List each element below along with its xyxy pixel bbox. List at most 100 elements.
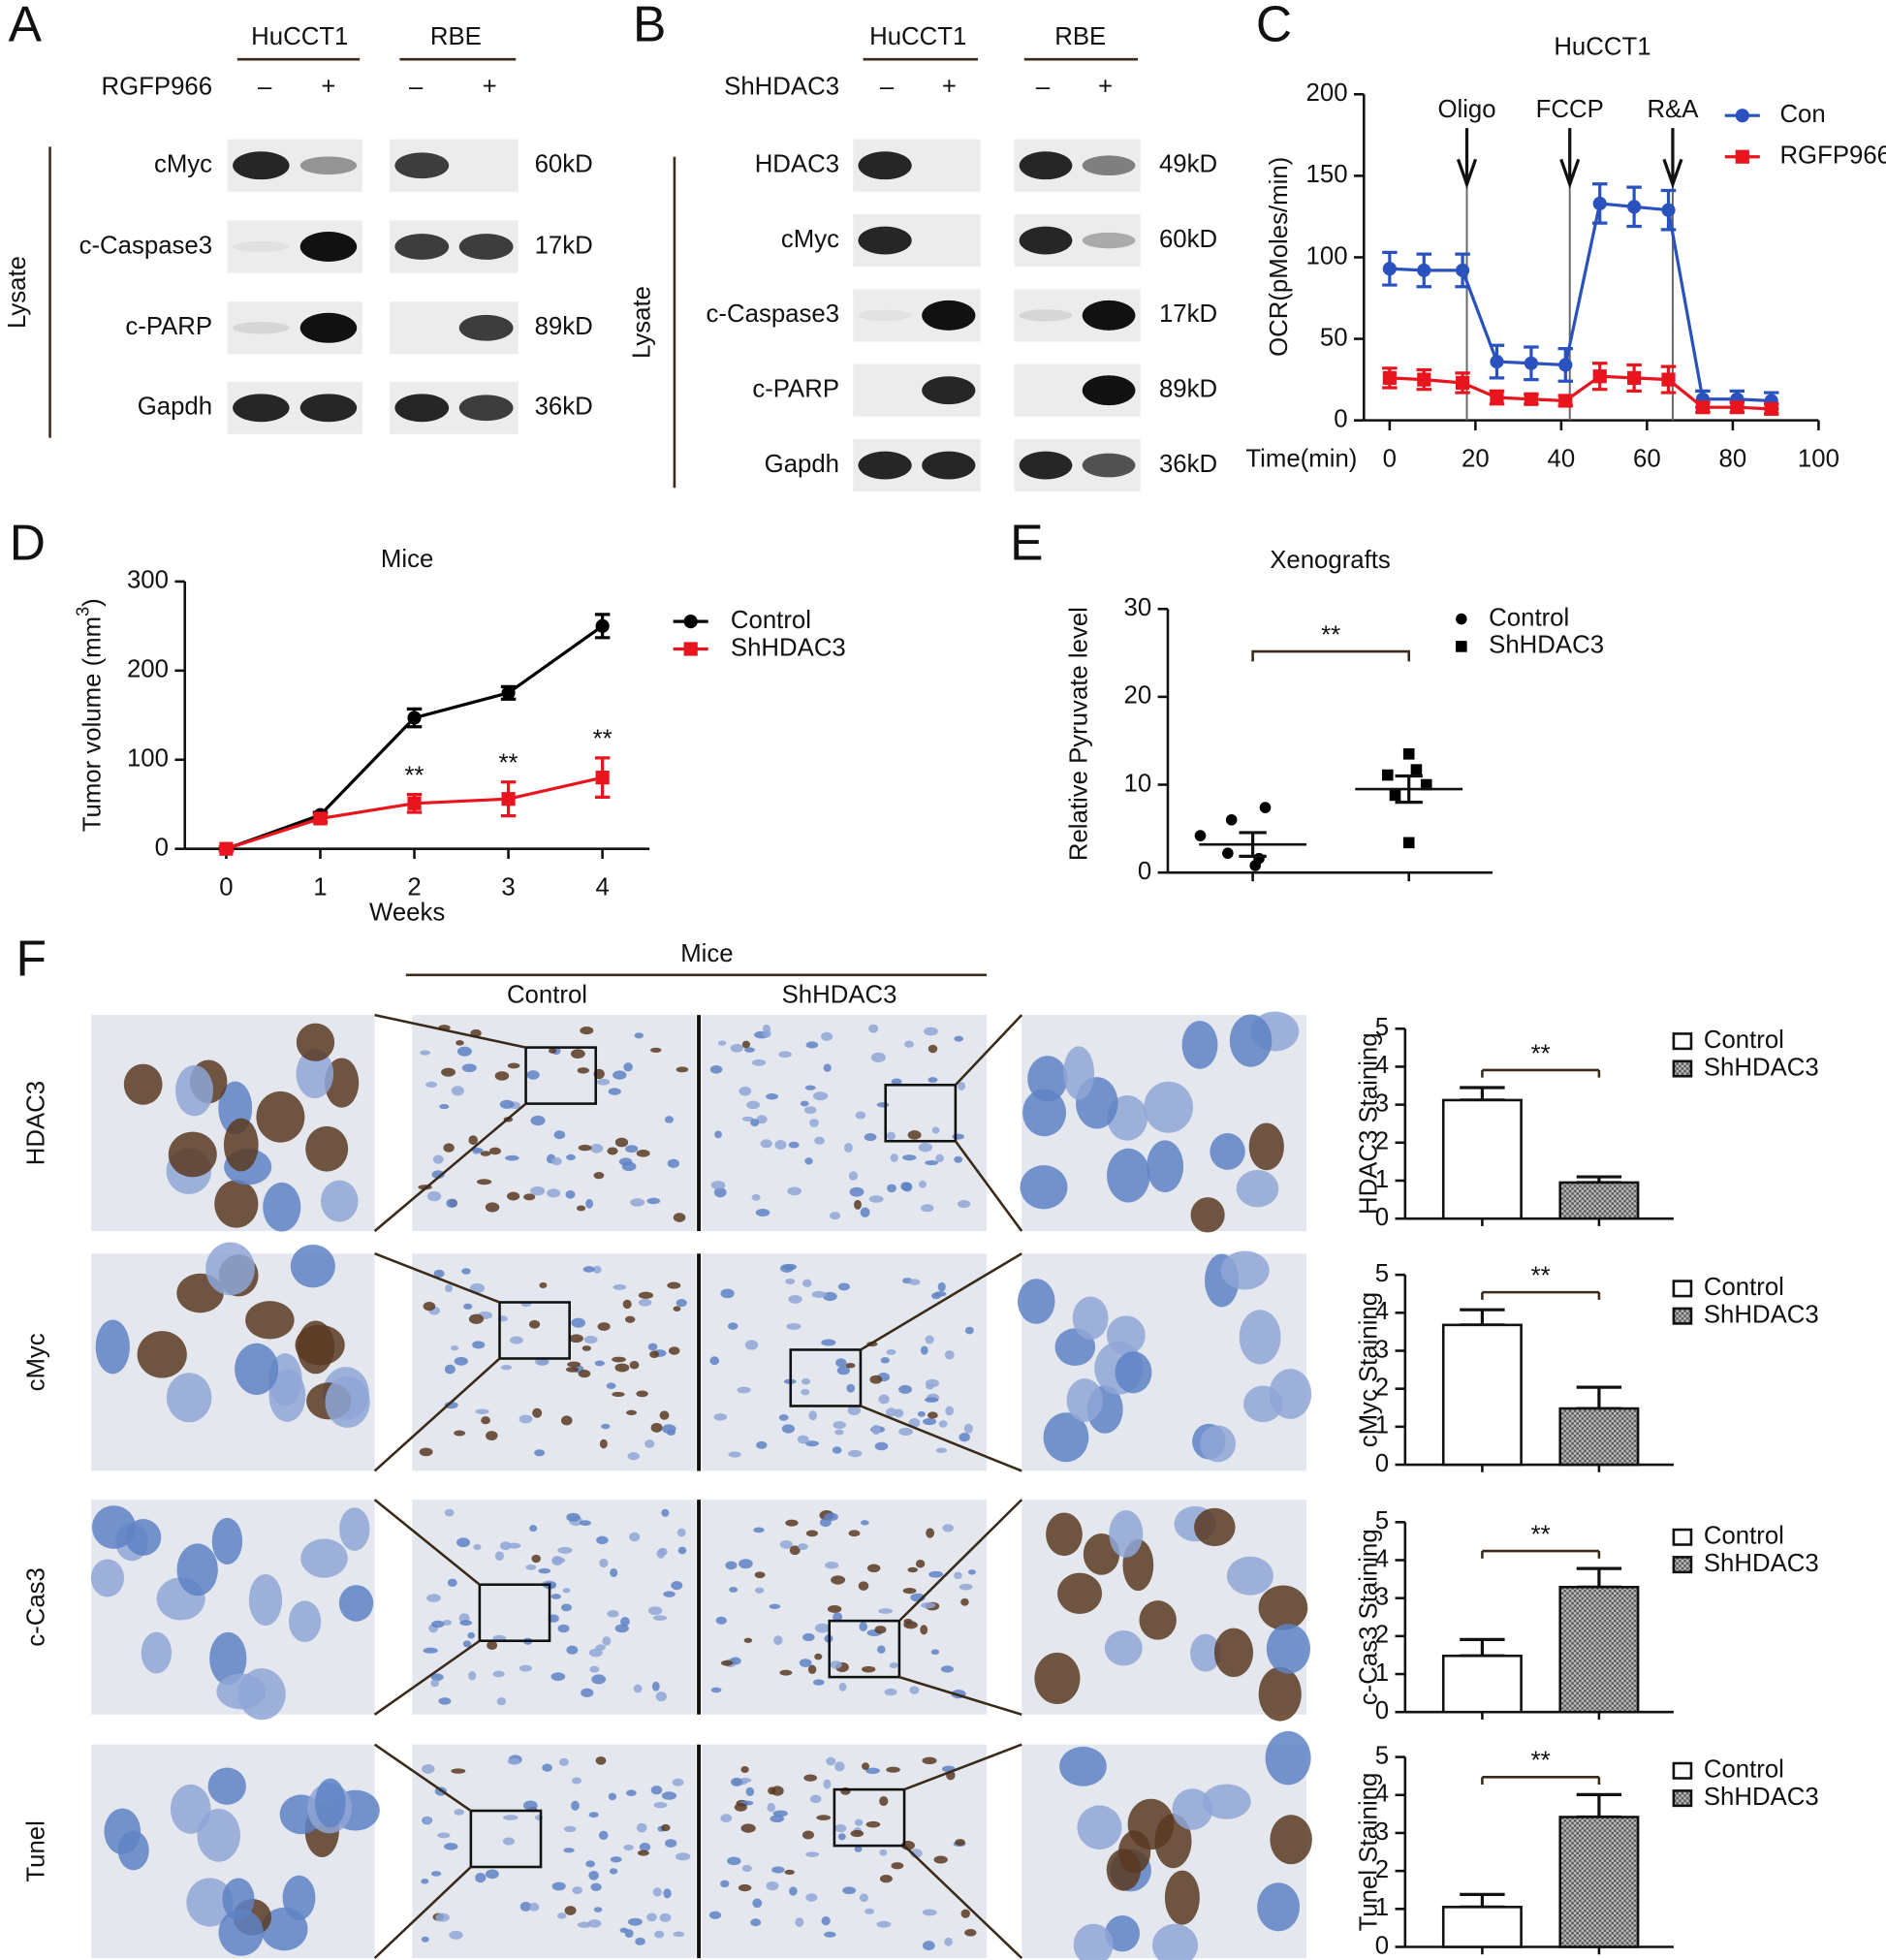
nucleus <box>925 1335 934 1344</box>
nucleus <box>637 1849 649 1856</box>
x-axis-label: Time(min) <box>1245 446 1357 473</box>
nucleus <box>606 1382 616 1389</box>
nucleus <box>459 1620 473 1627</box>
nucleus <box>925 1378 940 1388</box>
treatment-label: RGFP966 <box>102 74 213 101</box>
zoom-line <box>903 1845 1023 1960</box>
legend-marker <box>1456 613 1467 625</box>
zoom-line <box>373 1102 527 1233</box>
nucleus <box>931 1126 940 1134</box>
zoom-box <box>828 1619 901 1679</box>
nucleus <box>964 1326 974 1335</box>
nucleus <box>176 1543 218 1596</box>
nucleus <box>507 1757 520 1765</box>
nucleus <box>644 1439 655 1448</box>
nucleus <box>624 1929 634 1939</box>
nucleus <box>636 1150 650 1157</box>
nucleus <box>778 1413 789 1421</box>
nucleus <box>591 1674 607 1685</box>
nucleus <box>854 1199 862 1210</box>
nucleus <box>268 1369 306 1422</box>
nucleus <box>963 1423 973 1434</box>
nucleus <box>1034 1652 1081 1704</box>
nucleus <box>715 1616 727 1625</box>
nucleus <box>488 1147 501 1155</box>
nucleus <box>721 1660 734 1666</box>
data-point <box>1456 263 1470 278</box>
size-label: 60kD <box>535 151 593 178</box>
nucleus <box>588 1812 599 1818</box>
nucleus <box>432 1154 444 1164</box>
y-tick-label: 0 <box>1138 858 1151 885</box>
nucleus <box>907 1566 919 1573</box>
nucleus <box>589 1665 600 1673</box>
nucleus <box>594 1360 605 1367</box>
nucleus <box>849 1186 864 1197</box>
bar <box>1558 1181 1640 1220</box>
nucleus <box>823 1291 837 1302</box>
nucleus <box>745 1786 755 1797</box>
zoom-box <box>469 1809 543 1869</box>
bar <box>1558 1816 1640 1948</box>
cell-line-label: HuCCT1 <box>869 23 966 50</box>
nucleus <box>577 1921 592 1928</box>
nucleus <box>551 1156 562 1166</box>
zoom-line <box>954 1140 1023 1232</box>
data-point <box>1417 372 1431 387</box>
nucleus <box>446 1198 457 1208</box>
legend-label: Control <box>1704 1274 1784 1301</box>
y-tick-label: 200 <box>1306 79 1348 107</box>
ihc-image <box>702 1744 988 1959</box>
nucleus <box>519 1414 533 1424</box>
protein-label: c-Caspase3 <box>79 232 212 259</box>
nucleus <box>720 1814 733 1823</box>
nucleus <box>166 1373 212 1423</box>
nucleus <box>614 1363 630 1373</box>
nucleus <box>927 1411 938 1419</box>
nucleus <box>663 1591 676 1597</box>
panel-label: C <box>1256 0 1292 52</box>
blot-band <box>394 234 450 260</box>
nucleus <box>222 1878 255 1920</box>
nucleus <box>557 1546 573 1554</box>
nucleus <box>960 1909 970 1918</box>
nucleus <box>205 1242 255 1296</box>
nucleus <box>870 1052 886 1063</box>
nucleus <box>830 1660 842 1669</box>
nucleus <box>833 1421 846 1430</box>
panel-label: F <box>16 931 46 987</box>
significance: ** <box>1531 1521 1551 1548</box>
x-tick-label: 3 <box>501 874 515 901</box>
nucleus <box>907 1130 922 1140</box>
nucleus <box>539 1281 548 1289</box>
cell-line-label: HuCCT1 <box>251 23 348 50</box>
data-point <box>1382 370 1397 386</box>
nucleus <box>959 1583 973 1591</box>
nucleus <box>1152 1923 1199 1960</box>
nucleus <box>1172 1788 1213 1830</box>
nucleus <box>835 1358 847 1368</box>
nucleus <box>597 1322 611 1331</box>
nucleus <box>1248 1122 1284 1171</box>
x-tick-label: 4 <box>595 874 609 901</box>
nucleus <box>449 1930 463 1940</box>
data-point <box>1225 813 1238 826</box>
nucleus <box>954 1155 963 1163</box>
nucleus <box>454 1430 466 1437</box>
nucleus <box>472 1148 484 1154</box>
nucleus <box>837 1282 850 1291</box>
nucleus <box>473 1543 482 1551</box>
condition-label: – <box>258 74 272 101</box>
group-label: Lysate <box>629 286 656 359</box>
nucleus <box>174 1064 213 1117</box>
legend-marker <box>1735 149 1749 164</box>
y-tick-label: 200 <box>127 656 169 683</box>
nucleus <box>920 1345 928 1355</box>
bar <box>1441 1654 1523 1714</box>
protein-label: Gapdh <box>138 394 212 421</box>
data-point <box>1389 789 1401 802</box>
nucleus <box>1073 1923 1114 1960</box>
nucleus <box>494 1071 510 1081</box>
nucleus <box>1154 1814 1192 1869</box>
nucleus <box>607 1147 618 1155</box>
